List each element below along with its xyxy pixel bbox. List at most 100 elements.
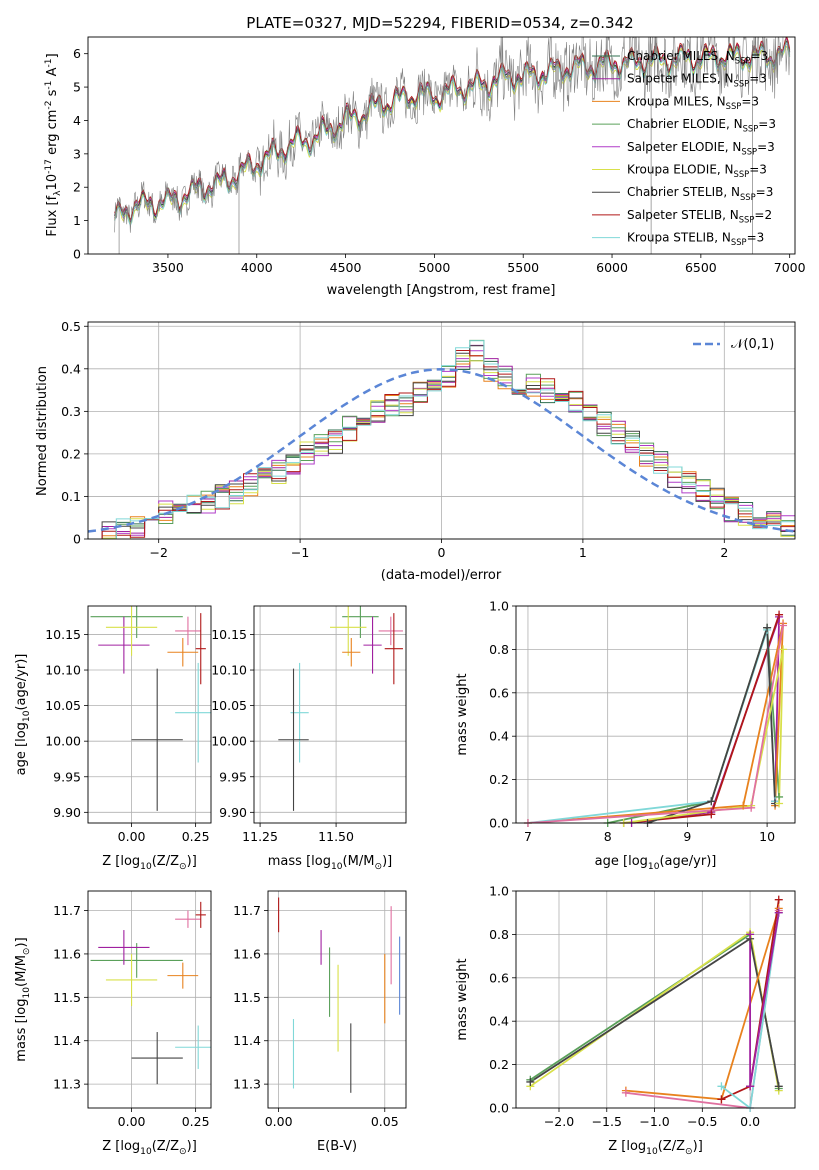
- panel-residuals: −2 −1 0 1 2 0 0.1 0.2 0.3 0.4 0.5 𝒩(0,1) Normed dist…: [35, 319, 796, 583]
- axes-frame: [515, 605, 796, 824]
- x-tick-label: 11.25: [242, 829, 278, 844]
- weight-marker-8: [774, 908, 783, 917]
- y-tick-label: 11.3: [53, 1077, 81, 1092]
- x-tick-label: 1: [579, 545, 587, 560]
- x-tick-label: 2: [720, 545, 728, 560]
- histogram-step-9: [88, 340, 795, 539]
- weight-marker-7: [717, 1082, 726, 1091]
- axes-frame: [87, 36, 796, 255]
- x-tick-label: −0.5: [687, 1114, 717, 1129]
- panel-age_vs_mass: 11.25 11.50 9.90 9.95 10.00 10.05 10.10 10.15 ma…: [211, 605, 407, 872]
- x-axis-label: Z [log10(Z/Z⊙)]: [608, 1139, 703, 1157]
- spectrum-legend: Chabrier MILES, NSSP=3 Salpeter MILES, NS…: [592, 49, 776, 247]
- x-tick-label: −2: [149, 545, 167, 560]
- panel-massweight_vs_Z: −2.0 −1.5 −1.0 −0.5 0.0 0.0 0.2 0.4 0.6 0.8 1.0 Z […: [455, 884, 796, 1157]
- x-tick-label: 0.00: [118, 1114, 146, 1129]
- y-tick-label: 11.7: [233, 903, 261, 918]
- y-tick-label: 9.95: [53, 769, 81, 784]
- legend-label-9: Kroupa STELIB, NSSP=3: [627, 231, 764, 248]
- y-tick-label: 1.0: [489, 884, 509, 899]
- axes-frame: [253, 605, 407, 824]
- y-tick-label: 0.0: [489, 1101, 509, 1116]
- y-tick-label: 10.10: [211, 663, 247, 678]
- x-tick-label: 5000: [418, 260, 450, 275]
- axes-frame: [87, 605, 212, 824]
- axes-frame: [87, 321, 796, 540]
- legend-label-3: Kroupa MILES, NSSP=3: [627, 94, 759, 111]
- x-tick-label: 6000: [596, 260, 628, 275]
- plot-area-spectrum: [114, 37, 791, 254]
- x-tick-label: 7000: [774, 260, 806, 275]
- y-tick-label: 9.90: [53, 805, 81, 820]
- weight-marker-6: [763, 623, 772, 632]
- plot-area-age_vs_mass: [278, 606, 403, 811]
- weight-marker-6: [707, 797, 716, 806]
- panel-age_vs_Z: 0.00 0.25 9.90 9.95 10.00 10.05 10.10 10.15 Z [l…: [14, 605, 212, 872]
- y-axis-label: mass weight: [455, 673, 470, 755]
- x-tick-label: 0.00: [118, 829, 146, 844]
- x-axis-label: Z [log10(Z/Z⊙)]: [102, 1139, 197, 1157]
- y-tick-label: 0.0: [489, 816, 509, 831]
- y-tick-label: 11.4: [233, 1033, 261, 1048]
- legend-label-6: Kroupa ELODIE, NSSP=3: [627, 163, 767, 180]
- legend-label-4: Chabrier ELODIE, NSSP=3: [627, 117, 776, 134]
- weight-marker-3: [739, 801, 748, 810]
- y-tick-label: 5: [73, 80, 81, 95]
- y-tick-label: 10.00: [45, 734, 81, 749]
- x-tick-label: 6500: [685, 260, 717, 275]
- x-axis-label: (data-model)/error: [381, 568, 502, 583]
- y-tick-label: 11.4: [53, 1033, 81, 1048]
- weight-marker-3: [526, 1077, 535, 1086]
- weight-marker-7: [779, 645, 788, 654]
- x-tick-label: −1.5: [592, 1114, 622, 1129]
- y-tick-label: 2: [73, 180, 81, 195]
- y-tick-label: 9.95: [219, 769, 247, 784]
- weight-marker-8: [746, 930, 755, 939]
- plot-area-mass_vs_Z: [90, 901, 211, 1085]
- x-tick-label: −1: [291, 545, 309, 560]
- x-tick-label: 4000: [241, 260, 273, 275]
- legend-label-normal: 𝒩(0,1): [731, 337, 774, 352]
- y-tick-label: 0.4: [489, 729, 509, 744]
- weight-marker-5: [621, 1088, 630, 1097]
- weight-line-5: [527, 629, 776, 823]
- x-tick-label: 5500: [507, 260, 539, 275]
- panel-mass_vs_Z: 0.00 0.25 11.3 11.4 11.5 11.6 11.7 Z [log10(Z/Z…: [14, 890, 212, 1157]
- y-tick-label: 10.00: [211, 734, 247, 749]
- legend-label-5: Salpeter ELODIE, NSSP=3: [627, 140, 775, 157]
- y-axis-label: age [log10(age/yr)]: [14, 654, 32, 776]
- figure-title: PLATE=0327, MJD=52294, FIBERID=0534, z=0…: [246, 14, 633, 32]
- weight-line-4: [623, 614, 780, 823]
- x-tick-label: 0: [438, 545, 446, 560]
- axes-frame: [267, 890, 407, 1109]
- x-axis-label: wavelength [Angstrom, rest frame]: [327, 283, 556, 298]
- y-tick-label: 4: [73, 113, 81, 128]
- weight-marker-8: [746, 1082, 755, 1091]
- y-tick-label: 11.6: [53, 946, 81, 961]
- x-axis-label: age [log10(age/yr)]: [595, 854, 717, 872]
- x-tick-label: 0.0: [740, 1114, 760, 1129]
- weight-line-2: [631, 616, 780, 823]
- legend-label-1: Chabrier MILES, NSSP=3: [627, 49, 768, 66]
- data-spectrum-line: [114, 37, 790, 233]
- weight-marker-6: [717, 1095, 726, 1104]
- x-axis-label: mass [log10(M/M⊙)]: [268, 854, 392, 872]
- plot-area-mass_vs_ebv: [278, 897, 401, 1093]
- y-tick-label: 1.0: [489, 599, 509, 614]
- x-tick-label: −2.0: [544, 1114, 574, 1129]
- y-axis-label: mass [log10(M/M⊙)]: [14, 937, 32, 1061]
- y-tick-label: 11.6: [233, 946, 261, 961]
- weight-line-7: [720, 912, 780, 1108]
- x-tick-label: 3500: [152, 260, 184, 275]
- x-tick-label: 8: [604, 829, 612, 844]
- x-tick-label: 0.05: [371, 1114, 399, 1129]
- panel-spectrum: 3500 4000 4500 5000 5500 6000 6500 7000 0 1 2 3 4 5 6 C…: [44, 36, 806, 298]
- weight-line-7: [623, 649, 784, 823]
- y-tick-label: 0.4: [489, 1014, 509, 1029]
- y-tick-label: 0.2: [489, 772, 509, 787]
- axes-frame: [87, 890, 212, 1109]
- x-axis-label: Z [log10(Z/Z⊙)]: [102, 854, 197, 872]
- x-tick-label: 0.25: [182, 1114, 210, 1129]
- weight-marker-6: [774, 895, 783, 904]
